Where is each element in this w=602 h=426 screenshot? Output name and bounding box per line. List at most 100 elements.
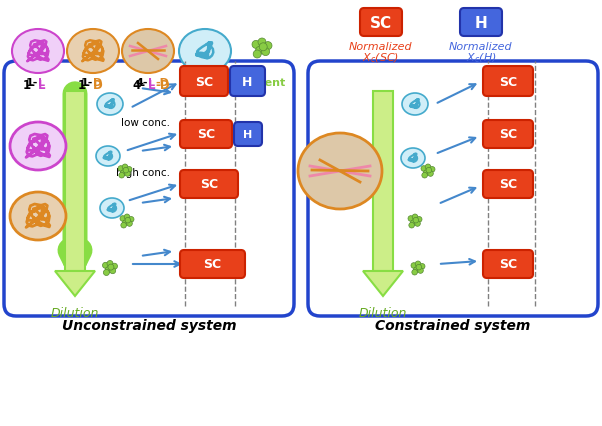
Text: $X_c$(SC): $X_c$(SC) xyxy=(362,51,400,64)
Text: H: H xyxy=(243,130,253,140)
Ellipse shape xyxy=(97,94,123,116)
Text: low conc.: low conc. xyxy=(121,118,170,128)
Text: SC: SC xyxy=(499,258,517,271)
Circle shape xyxy=(412,215,418,220)
Ellipse shape xyxy=(67,30,119,74)
Circle shape xyxy=(102,263,108,269)
Text: Solvent: Solvent xyxy=(238,78,285,88)
Circle shape xyxy=(415,262,421,267)
Text: 4-: 4- xyxy=(135,78,148,88)
FancyBboxPatch shape xyxy=(483,67,533,97)
Circle shape xyxy=(105,267,111,273)
Circle shape xyxy=(126,167,132,173)
Text: SC: SC xyxy=(195,75,213,88)
Circle shape xyxy=(125,171,130,177)
Text: L: L xyxy=(38,79,46,92)
Circle shape xyxy=(411,220,416,226)
Ellipse shape xyxy=(298,134,382,210)
Text: 1-: 1- xyxy=(193,78,205,88)
FancyBboxPatch shape xyxy=(180,170,238,199)
Circle shape xyxy=(417,217,422,223)
Text: Dilution: Dilution xyxy=(51,306,99,319)
FancyBboxPatch shape xyxy=(180,121,232,149)
Circle shape xyxy=(413,218,418,223)
Ellipse shape xyxy=(401,149,425,169)
Circle shape xyxy=(427,171,433,177)
Text: $X_c$(H): $X_c$(H) xyxy=(466,51,496,64)
Text: Unconstrained system: Unconstrained system xyxy=(61,318,237,332)
Ellipse shape xyxy=(10,193,66,240)
Circle shape xyxy=(256,47,264,55)
Text: Constrained system: Constrained system xyxy=(375,318,531,332)
Text: SC: SC xyxy=(203,258,222,271)
Ellipse shape xyxy=(100,199,124,219)
Circle shape xyxy=(414,267,419,273)
Text: H: H xyxy=(474,15,488,30)
Text: 1-: 1- xyxy=(22,79,36,92)
Circle shape xyxy=(409,223,414,228)
Circle shape xyxy=(122,164,128,170)
Circle shape xyxy=(422,173,427,178)
FancyBboxPatch shape xyxy=(483,250,533,278)
Circle shape xyxy=(416,265,421,271)
Circle shape xyxy=(425,164,431,170)
Text: L: L xyxy=(148,79,155,92)
Circle shape xyxy=(121,223,126,228)
FancyBboxPatch shape xyxy=(460,9,502,37)
FancyBboxPatch shape xyxy=(230,67,265,97)
Polygon shape xyxy=(55,271,95,296)
Text: Dilution: Dilution xyxy=(359,306,407,319)
Text: Normalized: Normalized xyxy=(349,42,413,52)
Text: 1-: 1- xyxy=(190,79,202,92)
Text: high conc.: high conc. xyxy=(116,167,170,178)
Ellipse shape xyxy=(402,94,428,116)
Circle shape xyxy=(128,217,134,223)
Circle shape xyxy=(119,173,125,178)
Circle shape xyxy=(426,168,432,173)
Text: 4-: 4- xyxy=(132,79,146,92)
Text: SC: SC xyxy=(200,178,218,191)
Text: SC: SC xyxy=(499,128,517,141)
Text: D: D xyxy=(93,79,103,92)
Text: L: L xyxy=(38,78,45,88)
FancyBboxPatch shape xyxy=(483,170,533,199)
Ellipse shape xyxy=(122,30,174,74)
Text: 1-: 1- xyxy=(81,78,93,88)
Circle shape xyxy=(420,264,425,270)
Text: -D: -D xyxy=(155,79,170,92)
Circle shape xyxy=(253,51,261,59)
FancyArrowPatch shape xyxy=(70,95,80,261)
Text: DL: DL xyxy=(205,79,222,92)
Ellipse shape xyxy=(179,30,231,74)
Circle shape xyxy=(418,268,423,273)
Polygon shape xyxy=(373,92,393,271)
Circle shape xyxy=(412,270,417,275)
FancyBboxPatch shape xyxy=(234,123,262,147)
FancyBboxPatch shape xyxy=(483,121,533,149)
Circle shape xyxy=(258,39,266,47)
Polygon shape xyxy=(363,271,403,296)
FancyBboxPatch shape xyxy=(180,250,245,278)
FancyBboxPatch shape xyxy=(4,62,294,316)
Ellipse shape xyxy=(12,30,64,74)
FancyBboxPatch shape xyxy=(308,62,598,316)
Circle shape xyxy=(264,43,272,51)
Text: 1-: 1- xyxy=(26,78,38,88)
Text: -D: -D xyxy=(155,78,169,88)
Text: D: D xyxy=(93,78,102,88)
Circle shape xyxy=(126,221,132,227)
FancyBboxPatch shape xyxy=(360,9,402,37)
Text: 1-: 1- xyxy=(78,79,90,92)
Circle shape xyxy=(252,41,260,49)
FancyBboxPatch shape xyxy=(180,67,228,97)
Circle shape xyxy=(107,261,113,267)
Text: DL: DL xyxy=(205,78,222,88)
Text: SC: SC xyxy=(370,15,392,30)
Polygon shape xyxy=(65,92,85,271)
Text: SC: SC xyxy=(499,75,517,88)
Circle shape xyxy=(125,218,131,223)
Circle shape xyxy=(424,170,429,176)
Circle shape xyxy=(110,268,116,274)
Ellipse shape xyxy=(96,147,120,167)
Circle shape xyxy=(421,166,427,172)
